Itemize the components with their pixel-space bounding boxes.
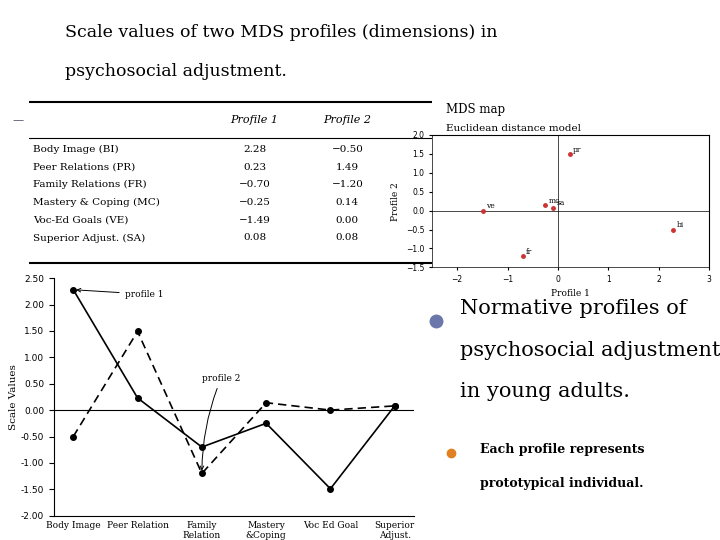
Text: −0.50: −0.50 (331, 145, 364, 154)
Text: 1.49: 1.49 (336, 163, 359, 172)
Text: Body Image (BI): Body Image (BI) (33, 145, 119, 154)
Text: 0.00: 0.00 (336, 216, 359, 225)
Text: −0.70: −0.70 (238, 180, 271, 190)
Text: Superior Adjust. (SA): Superior Adjust. (SA) (33, 233, 145, 242)
Text: 0.08: 0.08 (243, 233, 266, 242)
Text: Euclidean distance model: Euclidean distance model (446, 125, 581, 133)
Text: mc: mc (549, 197, 560, 205)
Text: ve: ve (487, 202, 495, 211)
Text: −0.25: −0.25 (238, 198, 271, 207)
Text: prototypical individual.: prototypical individual. (480, 477, 644, 490)
Text: Profile 2: Profile 2 (323, 114, 372, 125)
Text: Family Relations (FR): Family Relations (FR) (33, 180, 146, 190)
Text: Mastery & Coping (MC): Mastery & Coping (MC) (33, 198, 160, 207)
Text: sa: sa (557, 199, 565, 207)
Y-axis label: Scale Values: Scale Values (9, 364, 18, 430)
Text: psychosocial adjustment.: psychosocial adjustment. (65, 63, 287, 80)
X-axis label: Profile 1: Profile 1 (552, 289, 590, 299)
Text: 0.08: 0.08 (336, 233, 359, 242)
Text: in young adults.: in young adults. (459, 382, 629, 401)
Text: 2.28: 2.28 (243, 145, 266, 154)
Text: Normative profiles of: Normative profiles of (459, 299, 686, 319)
Text: bi: bi (677, 221, 684, 229)
Text: 0.23: 0.23 (243, 163, 266, 172)
Text: −1.49: −1.49 (238, 216, 271, 225)
Text: profile 2: profile 2 (200, 374, 240, 470)
Text: Peer Relations (PR): Peer Relations (PR) (33, 163, 135, 172)
Text: −1.20: −1.20 (331, 180, 364, 190)
Text: MDS map: MDS map (446, 104, 505, 117)
Text: fr: fr (526, 248, 533, 256)
Text: 0.14: 0.14 (336, 198, 359, 207)
Text: —: — (13, 114, 24, 125)
Text: pr: pr (573, 146, 582, 154)
Text: Scale values of two MDS profiles (dimensions) in: Scale values of two MDS profiles (dimens… (65, 24, 498, 41)
Text: psychosocial adjustments: psychosocial adjustments (459, 341, 720, 360)
Text: Profile 1: Profile 1 (230, 114, 279, 125)
Y-axis label: Profile 2: Profile 2 (391, 182, 400, 220)
Text: profile 1: profile 1 (77, 288, 163, 299)
Text: Each profile represents: Each profile represents (480, 443, 644, 456)
Text: Voc-Ed Goals (VE): Voc-Ed Goals (VE) (33, 216, 128, 225)
